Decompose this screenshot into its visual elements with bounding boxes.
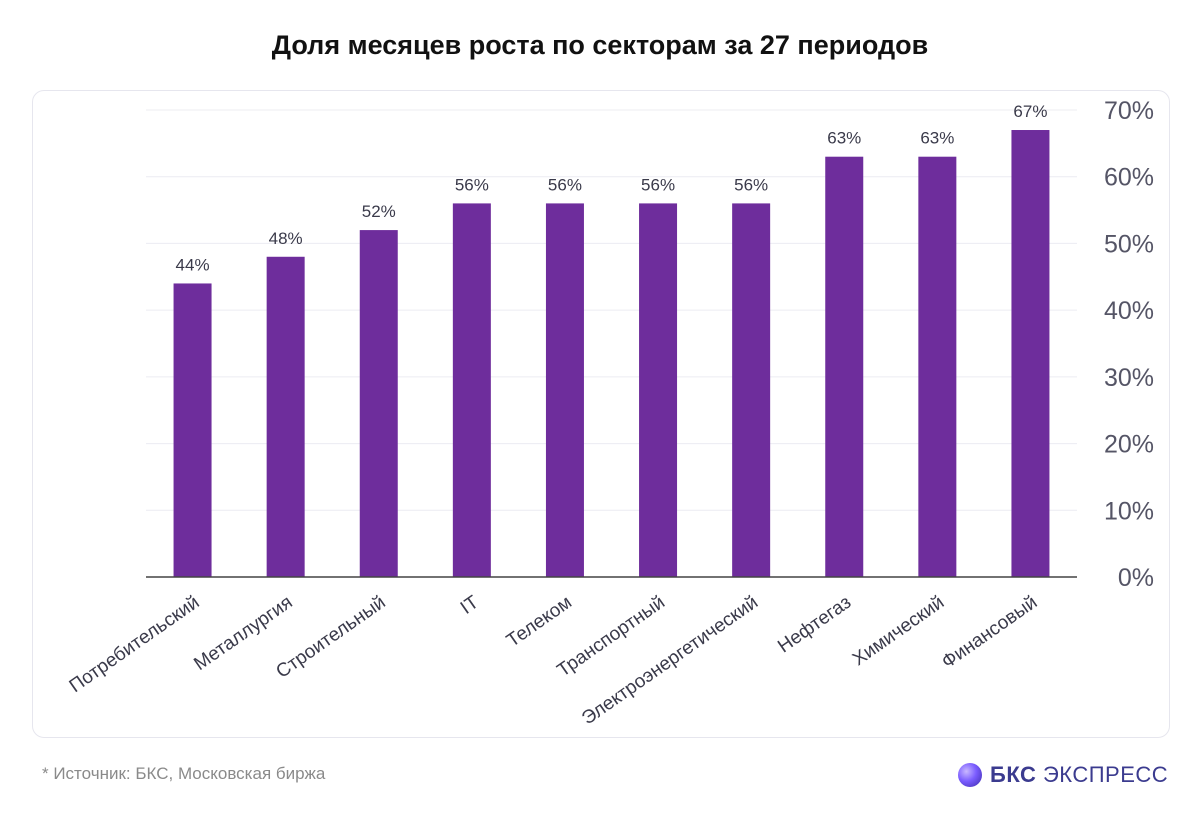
bar xyxy=(918,156,957,577)
y-tick-label: 60% xyxy=(1104,164,1154,192)
brand-name-rest: ЭКСПРЕСС xyxy=(1042,762,1169,787)
x-tick-label: Нефтегаз xyxy=(774,592,855,657)
bar xyxy=(452,203,491,577)
bar xyxy=(359,230,398,578)
x-tick-label: Химический xyxy=(849,592,948,670)
y-tick-label: 70% xyxy=(1104,97,1154,125)
brand-name-bold: БКС xyxy=(990,762,1037,787)
y-tick-label: 20% xyxy=(1104,431,1154,459)
bar xyxy=(1011,130,1050,577)
y-tick-label: 30% xyxy=(1104,364,1154,392)
y-tick-label: 50% xyxy=(1104,230,1154,258)
bar-chart: 0% 10% 20% 30% 40% 50% 60% 70% 44% Потребительски… xyxy=(66,97,1154,729)
bar xyxy=(825,156,864,577)
data-label: 67% xyxy=(1013,102,1047,121)
x-tick-label: IT xyxy=(457,592,483,619)
data-label: 56% xyxy=(455,175,489,194)
bar xyxy=(732,203,771,577)
x-tick-label: Потребительский xyxy=(66,592,204,697)
data-label: 44% xyxy=(176,255,210,274)
bar xyxy=(639,203,678,577)
chart-title: Доля месяцев роста по секторам за 27 пер… xyxy=(271,30,929,60)
source-footnote: * Источник: БКС, Московская биржа xyxy=(42,764,326,783)
x-tick-label: Финансовый xyxy=(938,592,1041,673)
x-tick-label: Телеком xyxy=(503,592,576,652)
y-tick-label: 40% xyxy=(1104,297,1154,325)
bar xyxy=(266,256,305,577)
x-tick-label: Электроэнергетический xyxy=(578,592,762,729)
data-label: 56% xyxy=(734,175,768,194)
brand-name: БКС ЭКСПРЕСС xyxy=(990,762,1168,788)
bar xyxy=(173,283,212,577)
y-tick-label: 10% xyxy=(1104,497,1154,525)
bar xyxy=(545,203,584,577)
brand-logo: БКС ЭКСПРЕСС xyxy=(958,760,1168,790)
data-label: 56% xyxy=(641,175,675,194)
y-tick-label: 0% xyxy=(1118,564,1154,592)
chart-panel: 0% 10% 20% 30% 40% 50% 60% 70% 44% Потребительски… xyxy=(32,90,1170,738)
data-label: 52% xyxy=(362,202,396,221)
data-label: 63% xyxy=(920,129,954,148)
data-label: 63% xyxy=(827,129,861,148)
brand-circle-icon xyxy=(958,763,982,787)
data-label: 56% xyxy=(548,175,582,194)
data-label: 48% xyxy=(269,229,303,248)
